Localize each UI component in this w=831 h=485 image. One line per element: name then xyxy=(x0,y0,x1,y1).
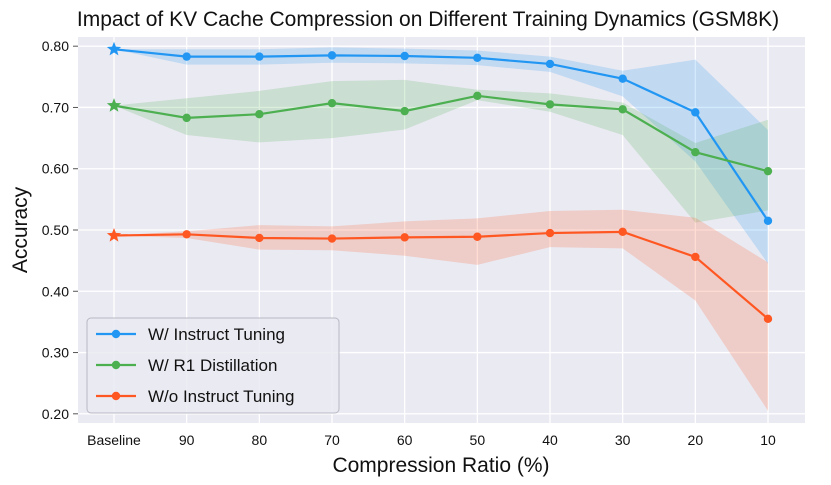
data-point xyxy=(763,216,773,226)
data-point xyxy=(618,74,627,83)
data-point xyxy=(473,91,482,101)
y-tick-label: 0.50 xyxy=(42,222,69,238)
x-tick-label: 80 xyxy=(252,432,268,448)
y-tick-label: 0.60 xyxy=(42,161,69,177)
y-tick-label: 0.20 xyxy=(42,406,69,422)
line-0 xyxy=(113,48,769,222)
data-point xyxy=(327,98,337,108)
data-point xyxy=(763,166,773,176)
x-tick-label: 40 xyxy=(542,432,558,448)
data-point xyxy=(618,227,627,237)
data-point xyxy=(618,105,627,114)
series-markers xyxy=(106,41,773,324)
band-0 xyxy=(114,47,768,264)
data-point xyxy=(327,51,337,60)
data-point xyxy=(691,147,700,157)
data-point xyxy=(400,106,409,116)
x-tick-label: 90 xyxy=(179,432,195,448)
data-point xyxy=(182,52,191,61)
data-point xyxy=(182,113,191,123)
y-tick-label: 0.80 xyxy=(42,38,69,54)
y-tick-label: 0.40 xyxy=(42,283,69,299)
data-point xyxy=(255,52,264,61)
data-point xyxy=(545,100,555,109)
data-point xyxy=(545,59,555,69)
x-tick-label: 20 xyxy=(688,432,704,448)
data-point xyxy=(691,252,700,262)
legend-label: W/ R1 Distillation xyxy=(148,356,277,375)
legend-marker xyxy=(111,391,121,401)
data-point xyxy=(400,51,409,61)
x-tick-label: 50 xyxy=(470,432,486,448)
legend-box xyxy=(86,317,340,414)
chart-title: Impact of KV Cache Compression on Differ… xyxy=(77,8,779,31)
y-tick-label: 0.30 xyxy=(42,345,69,361)
legend-label: W/o Instruct Tuning xyxy=(148,387,294,406)
data-point xyxy=(691,108,700,117)
data-point xyxy=(473,232,482,241)
line-1 xyxy=(113,94,769,173)
band-1 xyxy=(114,79,768,223)
x-tick-label: 60 xyxy=(397,432,413,448)
legend-marker xyxy=(111,360,121,370)
baseline-star-marker xyxy=(106,98,122,112)
x-tick-labels: Baseline 90 80 70 60 50 40 30 20 10 xyxy=(87,432,776,448)
band-2 xyxy=(114,209,768,411)
data-point xyxy=(545,228,555,238)
legend-marker xyxy=(111,329,121,339)
x-tick-label: 10 xyxy=(760,432,776,448)
legend-label: W/ Instruct Tuning xyxy=(148,325,285,344)
line-2 xyxy=(113,230,769,320)
series-lines xyxy=(113,48,769,320)
data-point xyxy=(763,314,773,324)
y-axis-label: Accuracy xyxy=(9,186,32,273)
data-point xyxy=(182,230,191,239)
x-tick-label: 30 xyxy=(615,432,631,448)
baseline-star-marker xyxy=(106,228,122,242)
x-tick-label: 70 xyxy=(324,432,340,448)
y-tick-labels: 0.20 0.30 0.40 0.50 0.60 0.70 0.80 xyxy=(42,38,78,422)
x-tick-label: Baseline xyxy=(87,432,141,448)
baseline-star-marker xyxy=(106,41,122,56)
data-point xyxy=(255,110,264,119)
data-point xyxy=(400,233,409,242)
data-point xyxy=(473,53,482,63)
x-axis-label: Compression Ratio (%) xyxy=(332,454,549,477)
confidence-bands xyxy=(114,47,768,411)
legend: W/ Instruct Tuning W/ R1 Distillation W/o … xyxy=(86,317,340,414)
data-point xyxy=(255,233,264,243)
y-tick-label: 0.70 xyxy=(42,99,69,115)
data-point xyxy=(327,234,337,243)
